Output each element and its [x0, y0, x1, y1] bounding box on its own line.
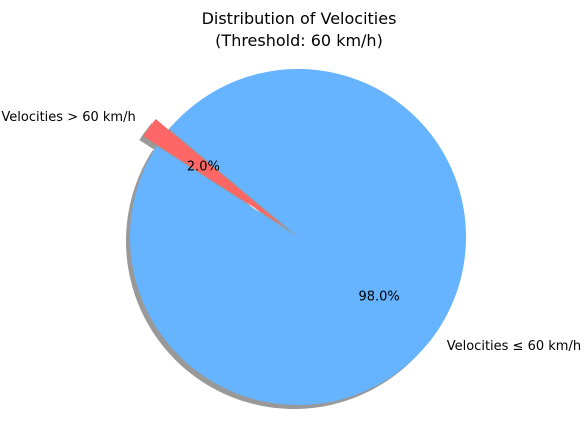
label-velocities-60-km-h: Velocities ≤ 60 km/h	[447, 339, 581, 354]
pie-slices	[130, 68, 466, 405]
pie-labels: Velocities > 60 km/h 2.0% Velocities ≤ 60 …	[1, 110, 581, 354]
pct-velocities-60-km-h: 98.0%	[358, 289, 399, 304]
slice-velocities-60-km-h	[130, 68, 466, 405]
chart-subtitle: (Threshold: 60 km/h)	[215, 31, 383, 50]
label-velocities-60-km-h: Velocities > 60 km/h	[1, 110, 135, 125]
chart-title: Distribution of Velocities	[202, 9, 397, 28]
slice-velocities-60-km-h	[143, 119, 285, 228]
pct-velocities-60-km-h: 2.0%	[187, 160, 220, 175]
